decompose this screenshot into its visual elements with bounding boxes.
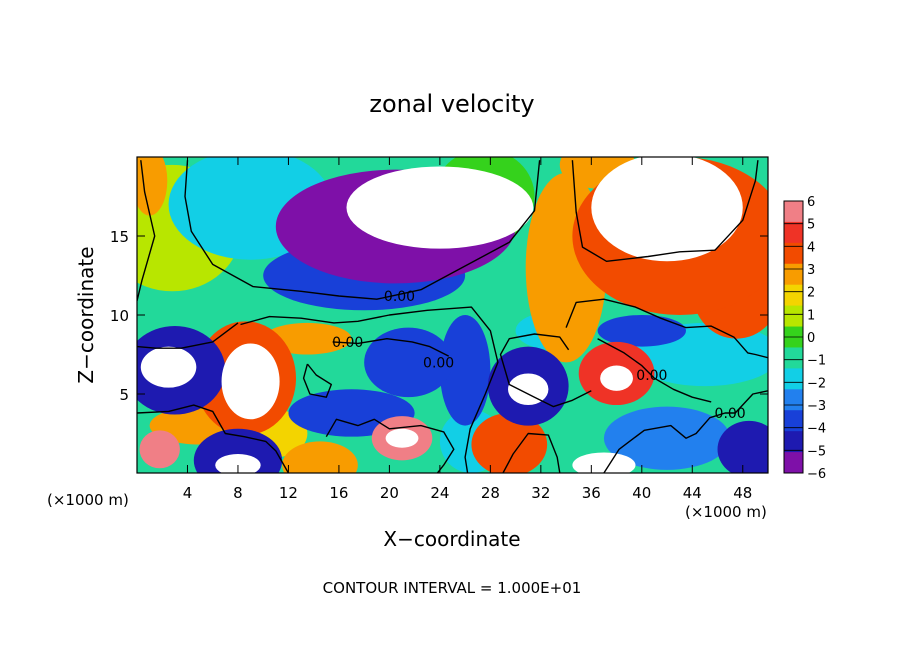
- field-feature: [137, 157, 168, 216]
- zero-contour-line: [240, 306, 499, 473]
- colorbar-swatch: [784, 347, 803, 369]
- field-feature: [439, 315, 491, 426]
- colorbar-swatch: [784, 368, 803, 390]
- x-axis-ticks: 4 8 12 16 20 24 28 32 36 40 44 48: [183, 157, 752, 502]
- field-feature: [508, 373, 549, 406]
- y-tick-label: 10: [110, 307, 129, 325]
- colorbar-label: −1: [807, 354, 826, 369]
- field-feature: [471, 412, 548, 473]
- zero-contour-line: [603, 390, 768, 473]
- field-feature: [140, 346, 197, 388]
- colorbar-label: −5: [807, 444, 826, 459]
- zero-contour-line: [571, 160, 759, 262]
- zero-contour-line: [137, 404, 290, 473]
- colorbar-label: −6: [807, 467, 826, 482]
- colorbar-label: 2: [807, 286, 815, 301]
- colorbar-swatch: [784, 284, 803, 307]
- colorbar-swatch: [784, 452, 803, 474]
- x-tick-label: 20: [380, 484, 399, 502]
- contour-interval-note: CONTOUR INTERVAL = 1.000E+01: [323, 579, 582, 597]
- zero-contour-line: [565, 298, 768, 359]
- contour-label: 0.00: [423, 355, 454, 371]
- colorbar: 6 5 4 3 2 1 0 −1 −2 −3 −4 −5 −6: [783, 195, 826, 482]
- x-tick-label: 4: [183, 484, 193, 502]
- colorbar-swatch: [784, 410, 803, 432]
- colorbar-label: 6: [807, 195, 815, 210]
- field-feature: [139, 430, 180, 469]
- field-feature: [717, 420, 768, 473]
- x-tick-label: 16: [329, 484, 348, 502]
- x-tick-label: 40: [632, 484, 651, 502]
- field-feature: [221, 343, 280, 420]
- colorbar-label: −3: [807, 399, 826, 414]
- field-feature: [385, 428, 419, 448]
- zero-contour-line: [184, 160, 541, 300]
- x-tick-label: 12: [279, 484, 298, 502]
- colorbar-label: 1: [807, 308, 815, 323]
- x-axis-label: X−coordinate: [383, 527, 520, 551]
- colorbar-swatch: [784, 263, 803, 286]
- colorbar-swatch: [784, 305, 803, 328]
- field-feature: [591, 157, 743, 262]
- zero-contour-line: [332, 338, 450, 357]
- field-feature: [346, 166, 534, 249]
- y-axis-ticks: 5 10 15: [110, 228, 768, 404]
- heatmap-field: [137, 157, 768, 473]
- colorbar-label: 4: [807, 240, 815, 255]
- zero-contour-line: [325, 418, 455, 473]
- x-tick-label: 48: [733, 484, 752, 502]
- zero-contour-line: [597, 338, 712, 403]
- field-feature: [282, 441, 358, 473]
- zero-contour-line: [137, 160, 156, 301]
- colorbar-label: 3: [807, 263, 815, 278]
- colorbar-label: 0: [807, 331, 815, 346]
- zero-contours: [137, 160, 768, 473]
- colorbar-swatch: [784, 201, 803, 223]
- colorbar-swatch: [784, 242, 803, 265]
- zero-contour-line: [499, 333, 592, 408]
- x-tick-label: 8: [233, 484, 243, 502]
- chart-title: zonal velocity: [369, 90, 534, 118]
- colorbar-swatch: [784, 221, 803, 244]
- contour-label: 0.00: [636, 368, 667, 384]
- field-feature: [600, 365, 633, 391]
- colorbar-swatch: [784, 389, 803, 411]
- x-unit-left: (×1000 m): [47, 491, 129, 509]
- y-axis-label: Z−coordinate: [74, 246, 98, 383]
- field-feature: [364, 327, 453, 398]
- contour-label: 0.00: [384, 289, 415, 305]
- field-feature: [215, 454, 261, 473]
- x-tick-label: 24: [430, 484, 449, 502]
- zero-contour-line: [502, 432, 561, 473]
- x-tick-label: 36: [582, 484, 601, 502]
- colorbar-label: −2: [807, 376, 826, 391]
- field-feature: [572, 452, 636, 473]
- y-tick-label: 15: [110, 228, 129, 246]
- contour-label: 0.00: [715, 406, 746, 422]
- colorbar-label: −4: [807, 422, 826, 437]
- zero-contour-line: [302, 363, 332, 398]
- x-tick-label: 28: [481, 484, 500, 502]
- zero-contour-line: [137, 322, 239, 349]
- x-unit-right: (×1000 m): [685, 503, 767, 521]
- contour-labels: 0.00 0.00 0.00 0.00 0.00: [332, 289, 746, 422]
- contour-label: 0.00: [332, 335, 363, 351]
- y-tick-label: 5: [119, 386, 129, 404]
- colorbar-label: 5: [807, 218, 815, 233]
- colorbar-swatch: [784, 431, 803, 453]
- x-tick-label: 44: [683, 484, 702, 502]
- field-feature: [597, 315, 686, 347]
- x-tick-label: 32: [531, 484, 550, 502]
- field-feature: [603, 406, 731, 470]
